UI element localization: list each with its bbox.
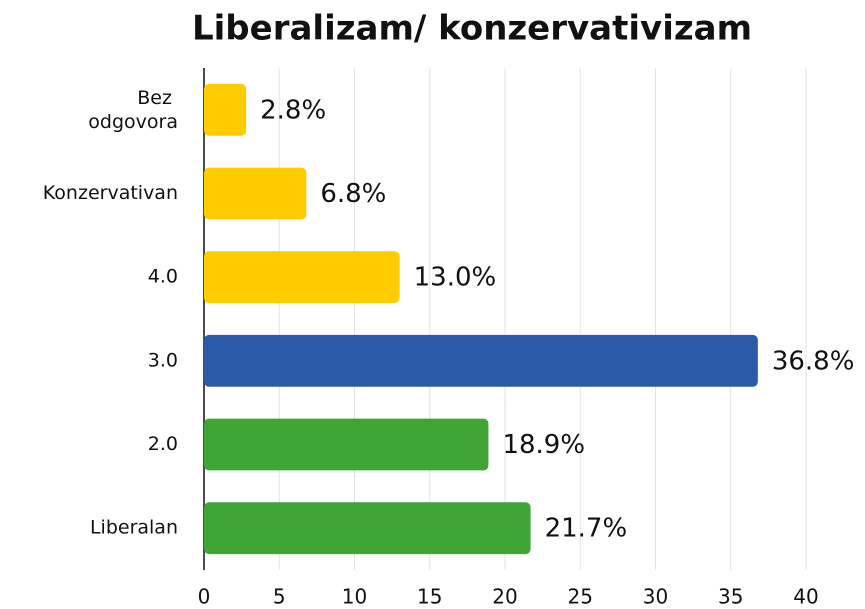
bar — [204, 251, 400, 304]
x-tick-label: 5 — [273, 585, 286, 609]
value-label: 36.8% — [772, 346, 855, 376]
y-tick-label: Liberalan — [90, 517, 178, 539]
value-label: 2.8% — [260, 95, 326, 125]
x-tick-label: 40 — [793, 585, 818, 609]
chart-title: Liberalizam/ konzervativizam — [192, 9, 752, 49]
x-tick-label: 15 — [417, 585, 442, 609]
value-label: 18.9% — [502, 430, 585, 460]
x-tick-label: 10 — [342, 585, 367, 609]
x-tick-label: 30 — [643, 585, 668, 609]
value-label: 21.7% — [545, 514, 628, 544]
x-tick-label: 0 — [198, 585, 211, 609]
x-tick-label: 25 — [568, 585, 593, 609]
bar — [204, 502, 531, 555]
bar — [204, 83, 247, 136]
x-tick-label: 20 — [492, 585, 517, 609]
y-tick-label: 2.0 — [148, 433, 178, 455]
bar — [204, 418, 489, 471]
y-tick-label: Konzervativan — [43, 182, 178, 204]
value-label: 13.0% — [414, 263, 497, 293]
y-tick-label: 3.0 — [148, 349, 178, 371]
bar — [204, 167, 307, 220]
y-tick-label: 4.0 — [148, 266, 178, 288]
x-tick-label: 35 — [718, 585, 743, 609]
bar — [204, 334, 758, 387]
value-label: 6.8% — [320, 179, 386, 209]
y-tick-label: Bez odgovora — [88, 86, 178, 132]
